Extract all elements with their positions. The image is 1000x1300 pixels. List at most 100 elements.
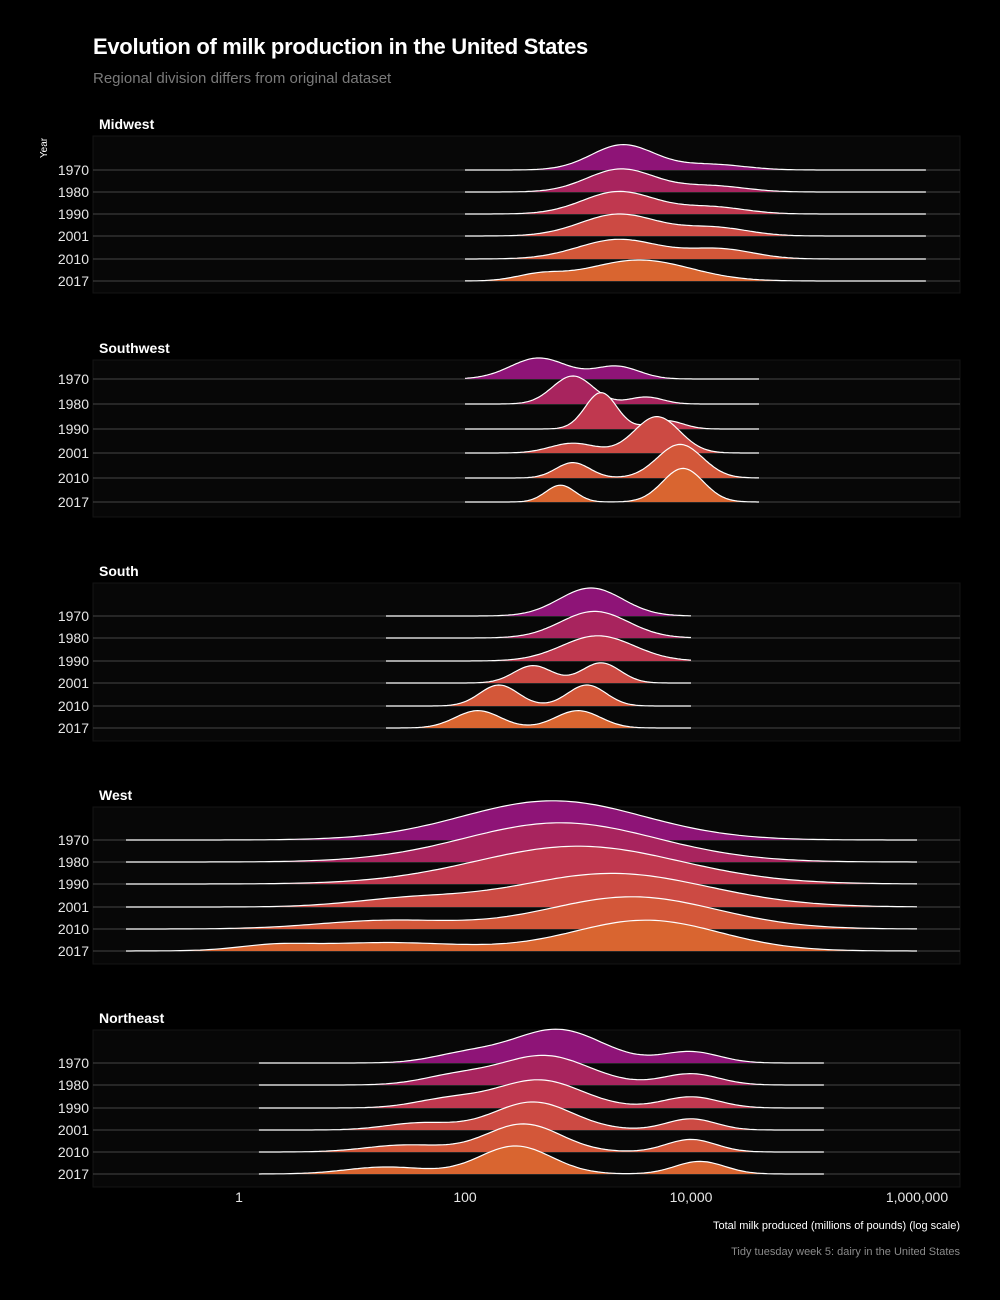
panel-strip-label: Northeast [99,1010,165,1026]
ridge-line-2001 [126,872,918,908]
ridge-fill-1970 [126,800,917,840]
ridge-line-1980 [126,822,917,863]
ridge-fill-2010 [126,896,917,929]
ridge-line-1980 [465,375,759,405]
ridge-line-2010 [465,238,926,260]
year-tick-label: 2001 [58,675,89,691]
ridge-line-1970 [126,800,917,841]
ridge-line-2017 [386,709,691,729]
year-tick-label: 2017 [58,273,89,289]
year-tick-label: 1990 [58,421,89,437]
ridge-line-1970 [386,587,691,617]
year-tick-label: 2010 [58,470,89,486]
ridge-fill-1990 [386,635,691,661]
ridge-fill-1980 [465,168,926,192]
year-tick-label: 1990 [58,876,89,892]
panel-west: West 1970 1980 1990 2001 2010 2017 [58,787,961,965]
x-tick-label: 100 [453,1189,477,1205]
ridge-line-2017 [465,259,926,282]
ridge-fill-2010 [258,1123,824,1152]
year-tick-label: 1990 [58,1100,89,1116]
ridge-line-2010 [258,1123,824,1153]
ridge-fill-2017 [465,468,759,502]
year-tick-label: 2001 [58,899,89,915]
ridge-fill-1970 [465,144,926,170]
year-tick-label: 1970 [58,1055,89,1071]
ridge-fill-1990 [465,392,759,429]
ridge-fill-2001 [465,214,926,236]
ridge-fill-1980 [386,611,691,638]
chart-subtitle: Regional division differs from original … [93,70,392,87]
ridge-line-1980 [386,610,691,639]
x-axis-label: Total milk produced (millions of pounds)… [713,1220,960,1232]
ridge-fill-2010 [465,239,926,259]
ridge-fill-1970 [258,1029,824,1063]
year-tick-label: 1970 [58,162,89,178]
ridge-fill-1990 [126,846,917,884]
ridge-fill-2017 [258,1146,824,1174]
year-tick-label: 1970 [58,371,89,387]
ridge-line-1990 [386,635,692,662]
ridge-fill-1990 [465,191,926,214]
ridge-fill-1970 [465,358,759,379]
ridge-line-2017 [126,919,917,952]
ridge-line-2001 [386,662,691,684]
ridge-fill-2017 [126,920,917,951]
ridge-line-1970 [258,1028,824,1064]
ridge-fill-1990 [258,1079,824,1108]
ridge-line-1980 [258,1054,824,1086]
year-tick-label: 2017 [58,1166,89,1182]
chart-title: Evolution of milk production in the Unit… [93,34,588,59]
x-tick-label: 10,000 [670,1189,713,1205]
ridge-line-1990 [465,391,759,430]
caption: Tidy tuesday week 5: dairy in the United… [731,1246,960,1258]
year-tick-label: 1990 [58,653,89,669]
ridge-line-1990 [126,845,918,885]
panel-midwest: Midwest 1970 1980 1990 2001 2010 2017 [58,116,961,294]
year-tick-label: 2010 [58,921,89,937]
ridge-fill-2001 [126,873,917,907]
year-tick-label: 2001 [58,228,89,244]
panel-strip-label: South [99,563,139,579]
ridge-line-1990 [258,1079,824,1109]
panel-south: South 1970 1980 1990 2001 2010 2017 [58,563,961,742]
y-axis-title: Year [39,137,50,158]
panel-southwest: Southwest 1970 1980 1990 2001 2010 2017 [58,340,961,518]
ridge-line-1970 [464,357,759,380]
ridge-line-1990 [465,190,926,215]
ridge-fill-2001 [258,1102,824,1130]
panel-strip-label: Midwest [99,116,155,132]
panel-background [92,359,961,518]
year-tick-label: 2017 [58,943,89,959]
year-tick-label: 2001 [58,445,89,461]
year-tick-label: 1970 [58,832,89,848]
year-tick-label: 1980 [58,396,89,412]
ridge-line-2010 [465,443,759,479]
ridge-fill-1980 [258,1055,824,1085]
ridge-fill-2010 [386,685,691,706]
panel-strip-label: Southwest [99,340,170,356]
ridge-line-1970 [465,143,926,171]
year-tick-label: 1980 [58,854,89,870]
ridge-line-2010 [386,684,691,707]
year-tick-label: 1980 [58,630,89,646]
year-tick-label: 2017 [58,494,89,510]
panel-background [92,582,961,742]
year-tick-label: 2010 [58,251,89,267]
ridge-fill-2017 [465,260,926,281]
ridge-line-2017 [465,467,759,503]
panel-northeast: Northeast 1970 1980 1990 2001 2010 2017 [58,1010,961,1188]
ridge-fill-2001 [465,416,759,453]
year-tick-label: 2010 [58,698,89,714]
year-tick-label: 2010 [58,1144,89,1160]
year-tick-label: 1990 [58,206,89,222]
ridge-line-2001 [465,416,759,454]
x-tick-label: 1 [235,1189,243,1205]
ridge-line-2001 [465,213,926,237]
ridge-line-2001 [258,1101,824,1131]
ridge-line-2010 [126,896,917,930]
x-tick-label: 1,000,000 [886,1189,948,1205]
ridge-line-2017 [258,1145,824,1175]
panel-strip-label: West [99,787,133,803]
